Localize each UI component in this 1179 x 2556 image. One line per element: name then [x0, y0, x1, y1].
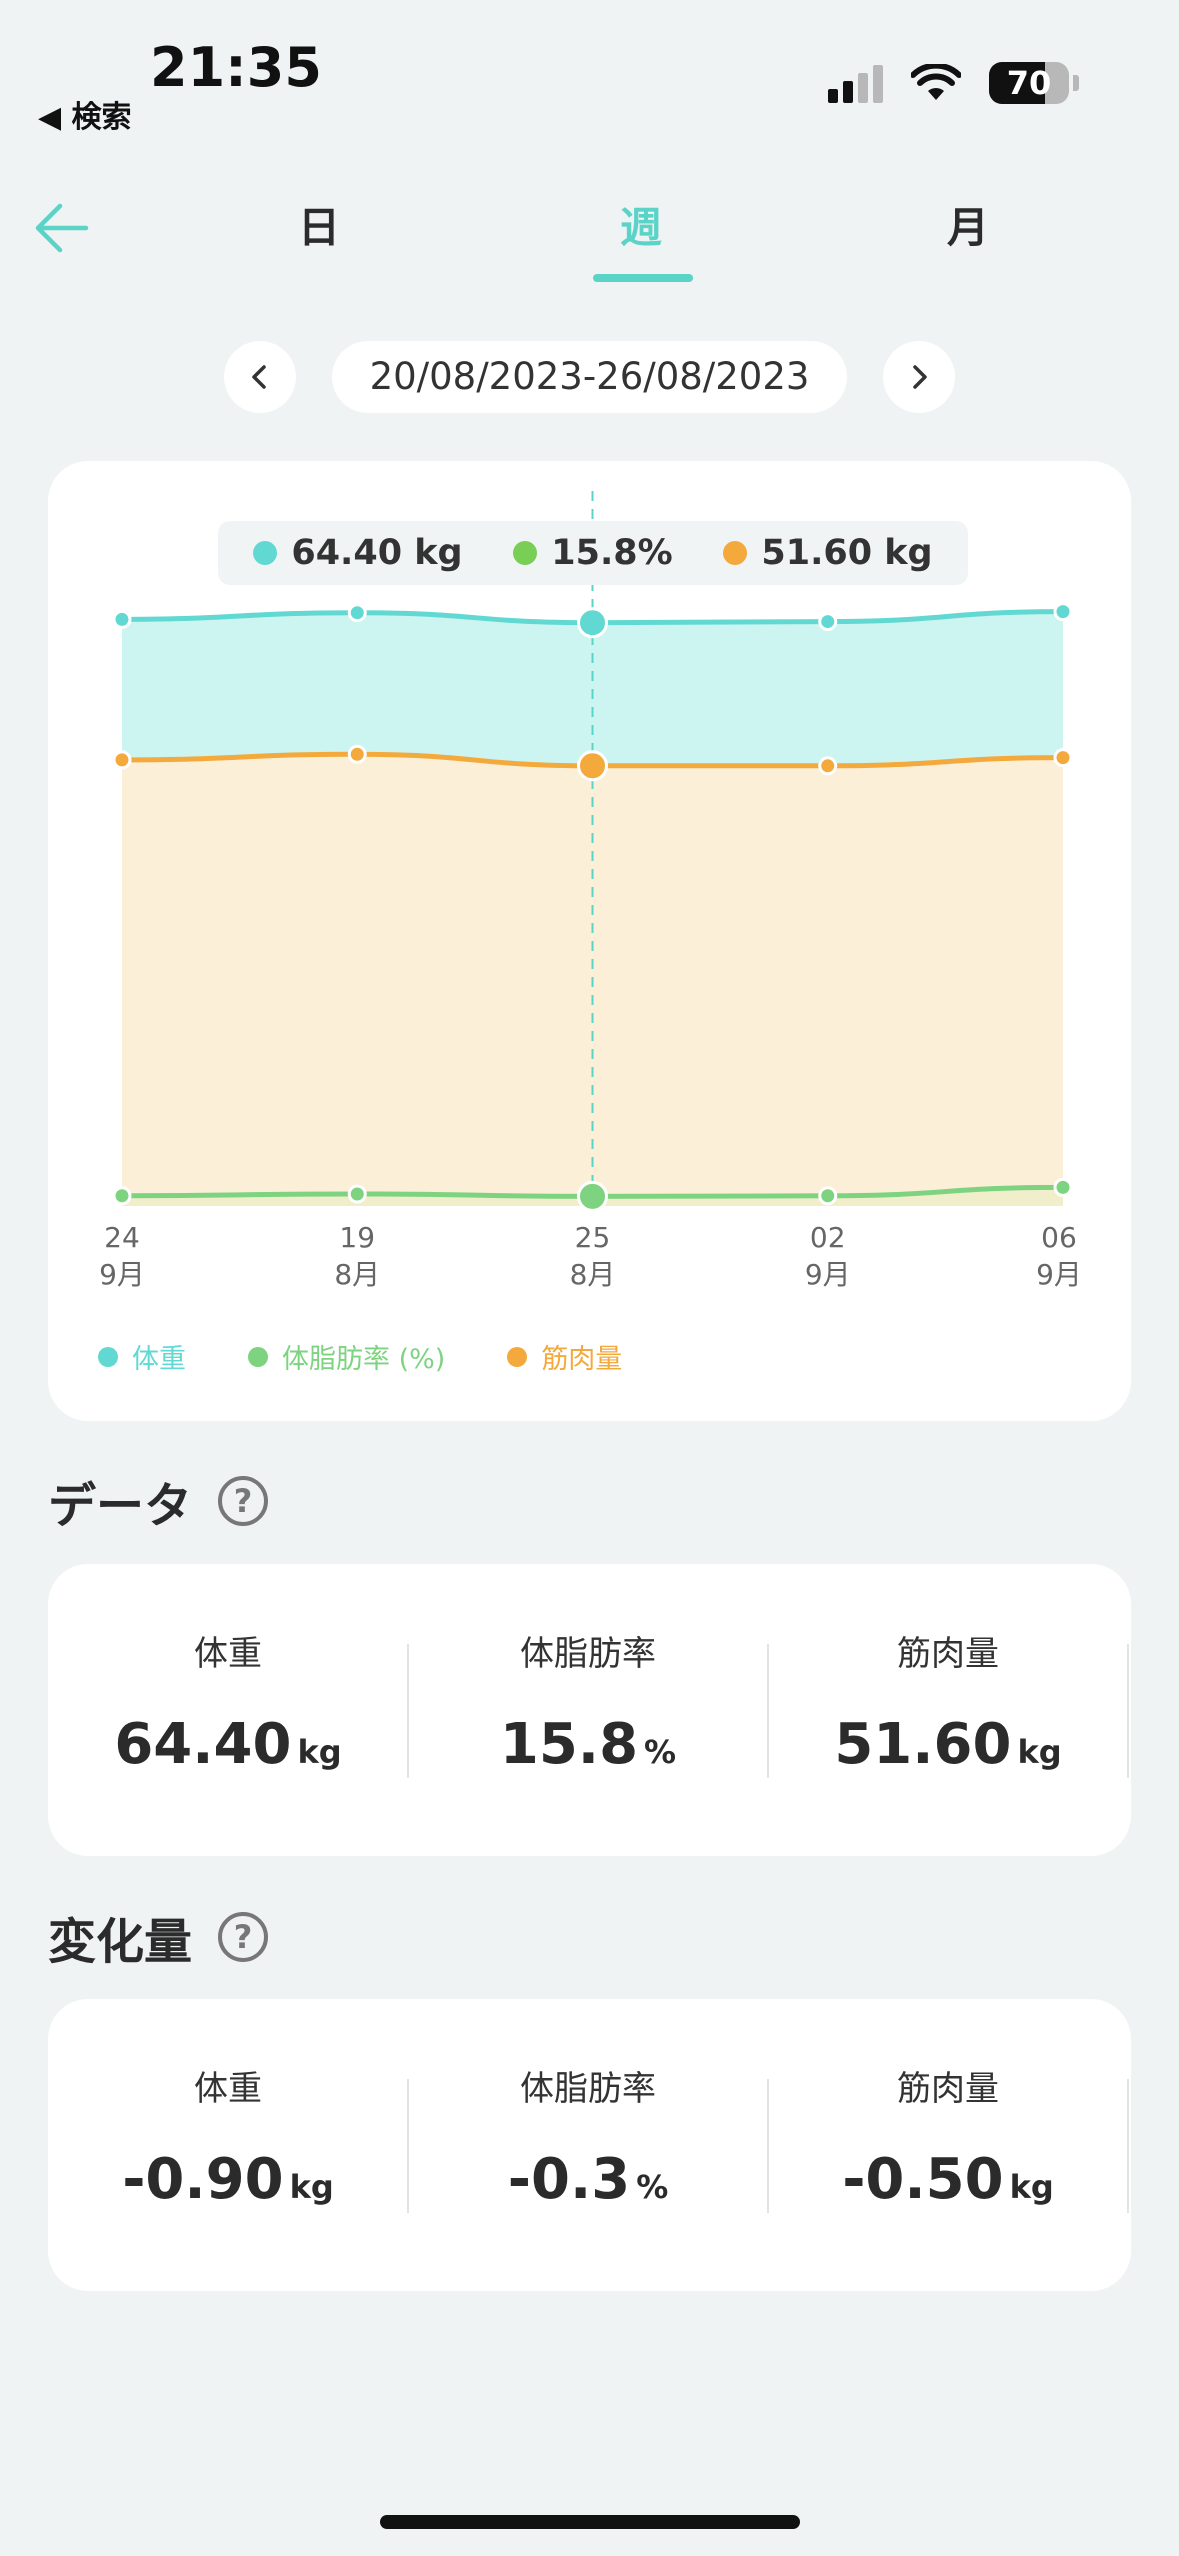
legend-body-fat-dot-icon [248, 1346, 268, 1367]
stat-label: 体脂肪率 [520, 1634, 656, 1674]
previous-week-button[interactable] [224, 341, 296, 413]
body-fat-dot-icon [513, 541, 538, 565]
tab-week[interactable]: 週 [620, 203, 663, 252]
change-weight: 体重 -0.90 kg [48, 1999, 408, 2291]
tab-day[interactable]: 日 [298, 203, 341, 252]
cellular-signal-icon [828, 63, 883, 103]
stat-value: -0.90 kg [122, 2147, 334, 2212]
stat-label: 体重 [194, 1634, 262, 1674]
help-icon[interactable]: ? [218, 1476, 269, 1526]
x-tick-day: 24 [104, 1221, 140, 1254]
change-muscle: 筋肉量 -0.50 kg [768, 1999, 1128, 2291]
change-body-fat: 体脂肪率 -0.3% [408, 1999, 768, 2291]
wifi-icon [911, 64, 961, 100]
weight-point [577, 607, 608, 639]
change-section-title: 変化量 [48, 1914, 193, 1970]
help-icon[interactable]: ? [218, 1912, 269, 1962]
stat-label: 筋肉量 [897, 1634, 999, 1674]
legend-weight[interactable]: 体重 [98, 1337, 186, 1376]
body-fat-point [577, 1180, 608, 1212]
stat-label: 筋肉量 [897, 2069, 999, 2109]
battery-nub [1073, 75, 1079, 91]
body-fat-point [347, 1184, 367, 1204]
divider [1127, 1644, 1129, 1778]
chart-card: 24 9月 19 8月 25 8月 02 9月 06 9月 64.40 kg 15.8% 51.6… [48, 461, 1131, 1421]
back-to-search-link[interactable]: ◀ 検索 [38, 100, 132, 135]
battery-icon: 70 [989, 62, 1069, 104]
divider [407, 2079, 409, 2213]
muscle-point [347, 744, 367, 764]
stat-value: 64.40 kg [114, 1712, 342, 1777]
battery-fill [989, 62, 1045, 104]
stat-value: 51.60 kg [834, 1712, 1062, 1777]
home-indicator [380, 2515, 800, 2529]
weight-point [1053, 602, 1073, 622]
data-weight: 体重 64.40 kg [48, 1564, 408, 1856]
weight-point [112, 609, 132, 629]
change-section-header: 変化量 ? [48, 1902, 269, 1972]
tooltip-weight: 64.40 kg [253, 533, 463, 573]
stat-value: 15.8% [499, 1712, 677, 1777]
status-time: 21:35 [150, 36, 322, 99]
legend-weight-dot-icon [98, 1346, 118, 1367]
battery-level: 70 [1006, 64, 1052, 102]
body-fat-point [112, 1186, 132, 1206]
chart-legend: 体重 体脂肪率 (%) 筋肉量 [98, 1337, 622, 1376]
data-section-header: データ ? [48, 1466, 269, 1536]
weight-dot-icon [253, 541, 278, 565]
body-fat-point [1053, 1177, 1073, 1197]
chevron-right-icon [913, 365, 927, 389]
x-tick-month: 8月 [334, 1258, 380, 1291]
x-tick-month: 9月 [805, 1258, 851, 1291]
data-section-title: データ [48, 1478, 193, 1534]
weight-point [818, 612, 838, 632]
x-tick-day: 25 [575, 1221, 611, 1254]
x-tick-month: 9月 [99, 1258, 145, 1291]
tooltip-body-fat: 15.8% [513, 533, 673, 573]
data-body-fat: 体脂肪率 15.8% [408, 1564, 768, 1856]
x-tick-day: 19 [339, 1221, 375, 1254]
date-range-label[interactable]: 20/08/2023-26/08/2023 [332, 341, 847, 413]
x-tick-day: 02 [810, 1221, 846, 1254]
x-tick-month: 8月 [570, 1258, 616, 1291]
legend-muscle-dot-icon [507, 1346, 528, 1367]
weight-point [347, 603, 367, 623]
data-card: 体重 64.40 kg 体脂肪率 15.8% 筋肉量 51.60 kg [48, 1564, 1131, 1856]
muscle-point [1053, 748, 1073, 768]
divider [767, 2079, 769, 2213]
back-arrow-icon[interactable] [30, 196, 94, 260]
x-tick-month: 9月 [1036, 1258, 1082, 1291]
divider [1127, 2079, 1129, 2213]
legend-muscle[interactable]: 筋肉量 [507, 1337, 622, 1376]
divider [767, 1644, 769, 1778]
change-card: 体重 -0.90 kg 体脂肪率 -0.3% 筋肉量 -0.50 kg [48, 1999, 1131, 2291]
body-fat-point [818, 1186, 838, 1206]
x-tick-day: 06 [1041, 1221, 1077, 1254]
data-muscle: 筋肉量 51.60 kg [768, 1564, 1128, 1856]
divider [407, 1644, 409, 1778]
active-tab-indicator [593, 274, 693, 282]
tooltip-muscle: 51.60 kg [723, 533, 933, 573]
chart-tooltip: 64.40 kg 15.8% 51.60 kg [218, 521, 968, 585]
muscle-point [112, 750, 132, 770]
legend-body-fat[interactable]: 体脂肪率 (%) [248, 1337, 445, 1376]
next-week-button[interactable] [883, 341, 955, 413]
stat-value: -0.50 kg [842, 2147, 1054, 2212]
muscle-point [577, 750, 608, 782]
muscle-dot-icon [723, 541, 748, 565]
stat-label: 体重 [194, 2069, 262, 2109]
chevron-left-icon [252, 365, 266, 389]
muscle-point [818, 756, 838, 776]
stat-label: 体脂肪率 [520, 2069, 656, 2109]
status-icons: 70 [828, 62, 1079, 104]
body-composition-chart[interactable]: 24 9月 19 8月 25 8月 02 9月 06 9月 [48, 461, 1131, 1421]
tab-month[interactable]: 月 [947, 203, 990, 252]
stat-value: -0.3% [507, 2147, 669, 2212]
